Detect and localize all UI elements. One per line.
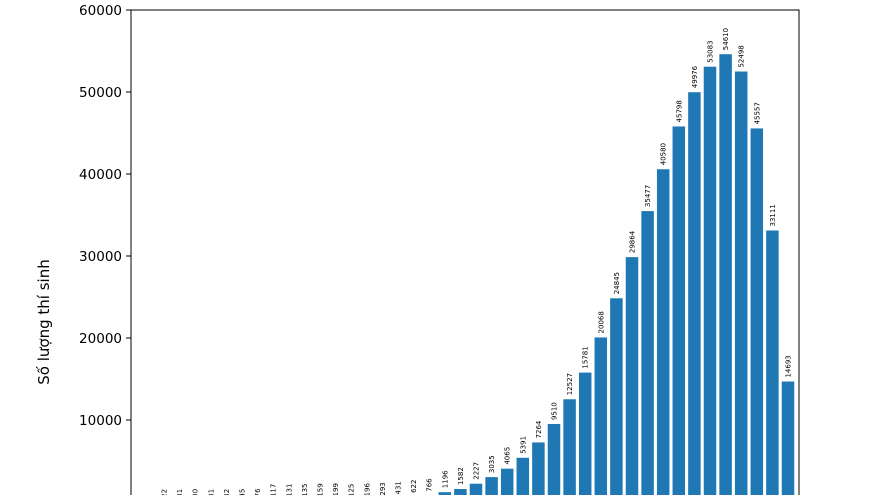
bar-value-label: 76	[254, 488, 262, 495]
bar-value-label: 45557	[753, 102, 761, 124]
bar-value-label: 4065	[504, 447, 512, 465]
bar-value-label: 125	[348, 484, 356, 495]
bars-group	[438, 54, 795, 495]
bar-value-label: 135	[301, 484, 309, 495]
bar-value-label: 29864	[629, 230, 637, 253]
bar	[578, 372, 592, 495]
bar-value-label: 30	[192, 489, 200, 495]
bar-value-label: 199	[332, 483, 340, 495]
y-tick-label: 50000	[79, 85, 122, 101]
bar	[516, 457, 530, 495]
bar-value-label: 622	[410, 480, 418, 493]
bar	[672, 126, 686, 495]
bar-value-label: 3035	[488, 455, 496, 473]
y-tick-label: 60000	[79, 3, 122, 19]
bar	[594, 337, 608, 495]
bar-value-label: 22	[161, 489, 169, 495]
data-labels-group: 22 31 30 31 32 45 76 117 131 135 159 199 125 196 293 43…	[161, 28, 793, 495]
bar-value-label: 52498	[738, 45, 746, 67]
bar-value-label: 196	[363, 482, 371, 495]
bar-value-label: 45798	[675, 100, 683, 122]
bar-value-label: 14693	[785, 355, 793, 377]
y-tick-label: 20000	[79, 331, 122, 347]
bar	[500, 468, 514, 495]
bar	[438, 492, 452, 495]
bar-value-label: 5391	[519, 436, 527, 454]
bar-value-label: 35477	[644, 185, 652, 207]
bar	[781, 381, 795, 495]
bar-value-label: 24845	[613, 272, 621, 294]
bar	[641, 211, 654, 495]
bar-value-label: 766	[426, 478, 434, 492]
y-tick-label: 40000	[79, 167, 122, 183]
bar	[532, 442, 545, 495]
bar	[734, 71, 748, 495]
bar	[688, 92, 701, 495]
bar	[719, 54, 732, 495]
bar	[563, 399, 576, 495]
plot-frame	[130, 9, 800, 495]
bar-value-label: 20068	[597, 311, 605, 333]
bar	[454, 489, 467, 495]
bar	[610, 298, 623, 495]
bar-value-label: 159	[317, 483, 325, 495]
bar	[766, 230, 779, 495]
bar-value-label: 7264	[535, 420, 543, 438]
bar-value-label: 40580	[660, 143, 668, 165]
bar-value-label: 15781	[582, 346, 590, 368]
bar	[547, 424, 561, 495]
bar-value-label: 54610	[722, 28, 730, 50]
bar	[485, 477, 498, 495]
bar-value-label: 9510	[551, 402, 559, 420]
bar-value-label: 1582	[457, 467, 465, 485]
bar	[656, 169, 670, 495]
bar-value-label: 45	[239, 489, 247, 495]
bar-value-label: 32	[223, 489, 231, 495]
bar	[703, 66, 717, 495]
y-tick-label: 10000	[79, 413, 122, 429]
bar-value-label: 12527	[566, 373, 574, 395]
bar-value-label: 117	[270, 484, 278, 495]
y-axis: 10000 20000 30000 40000 50000 60000	[79, 3, 131, 429]
bar-value-label: 49976	[691, 65, 699, 88]
bar-value-label: 2227	[473, 462, 481, 480]
bar-value-label: 31	[207, 489, 215, 495]
bar	[625, 257, 639, 495]
bar-value-label: 131	[285, 484, 293, 495]
bar-value-label: 33111	[769, 204, 777, 226]
bar-value-label: 31	[176, 489, 184, 495]
y-tick-label: 30000	[79, 249, 122, 265]
bar-value-label: 1196	[441, 470, 449, 488]
bar	[469, 483, 483, 495]
y-axis-title: Số lượng thí sinh	[35, 259, 53, 384]
bar-value-label: 431	[395, 481, 403, 494]
bar-value-label: 53083	[707, 40, 715, 62]
bar-value-label: 293	[379, 482, 387, 495]
bar	[750, 128, 764, 495]
